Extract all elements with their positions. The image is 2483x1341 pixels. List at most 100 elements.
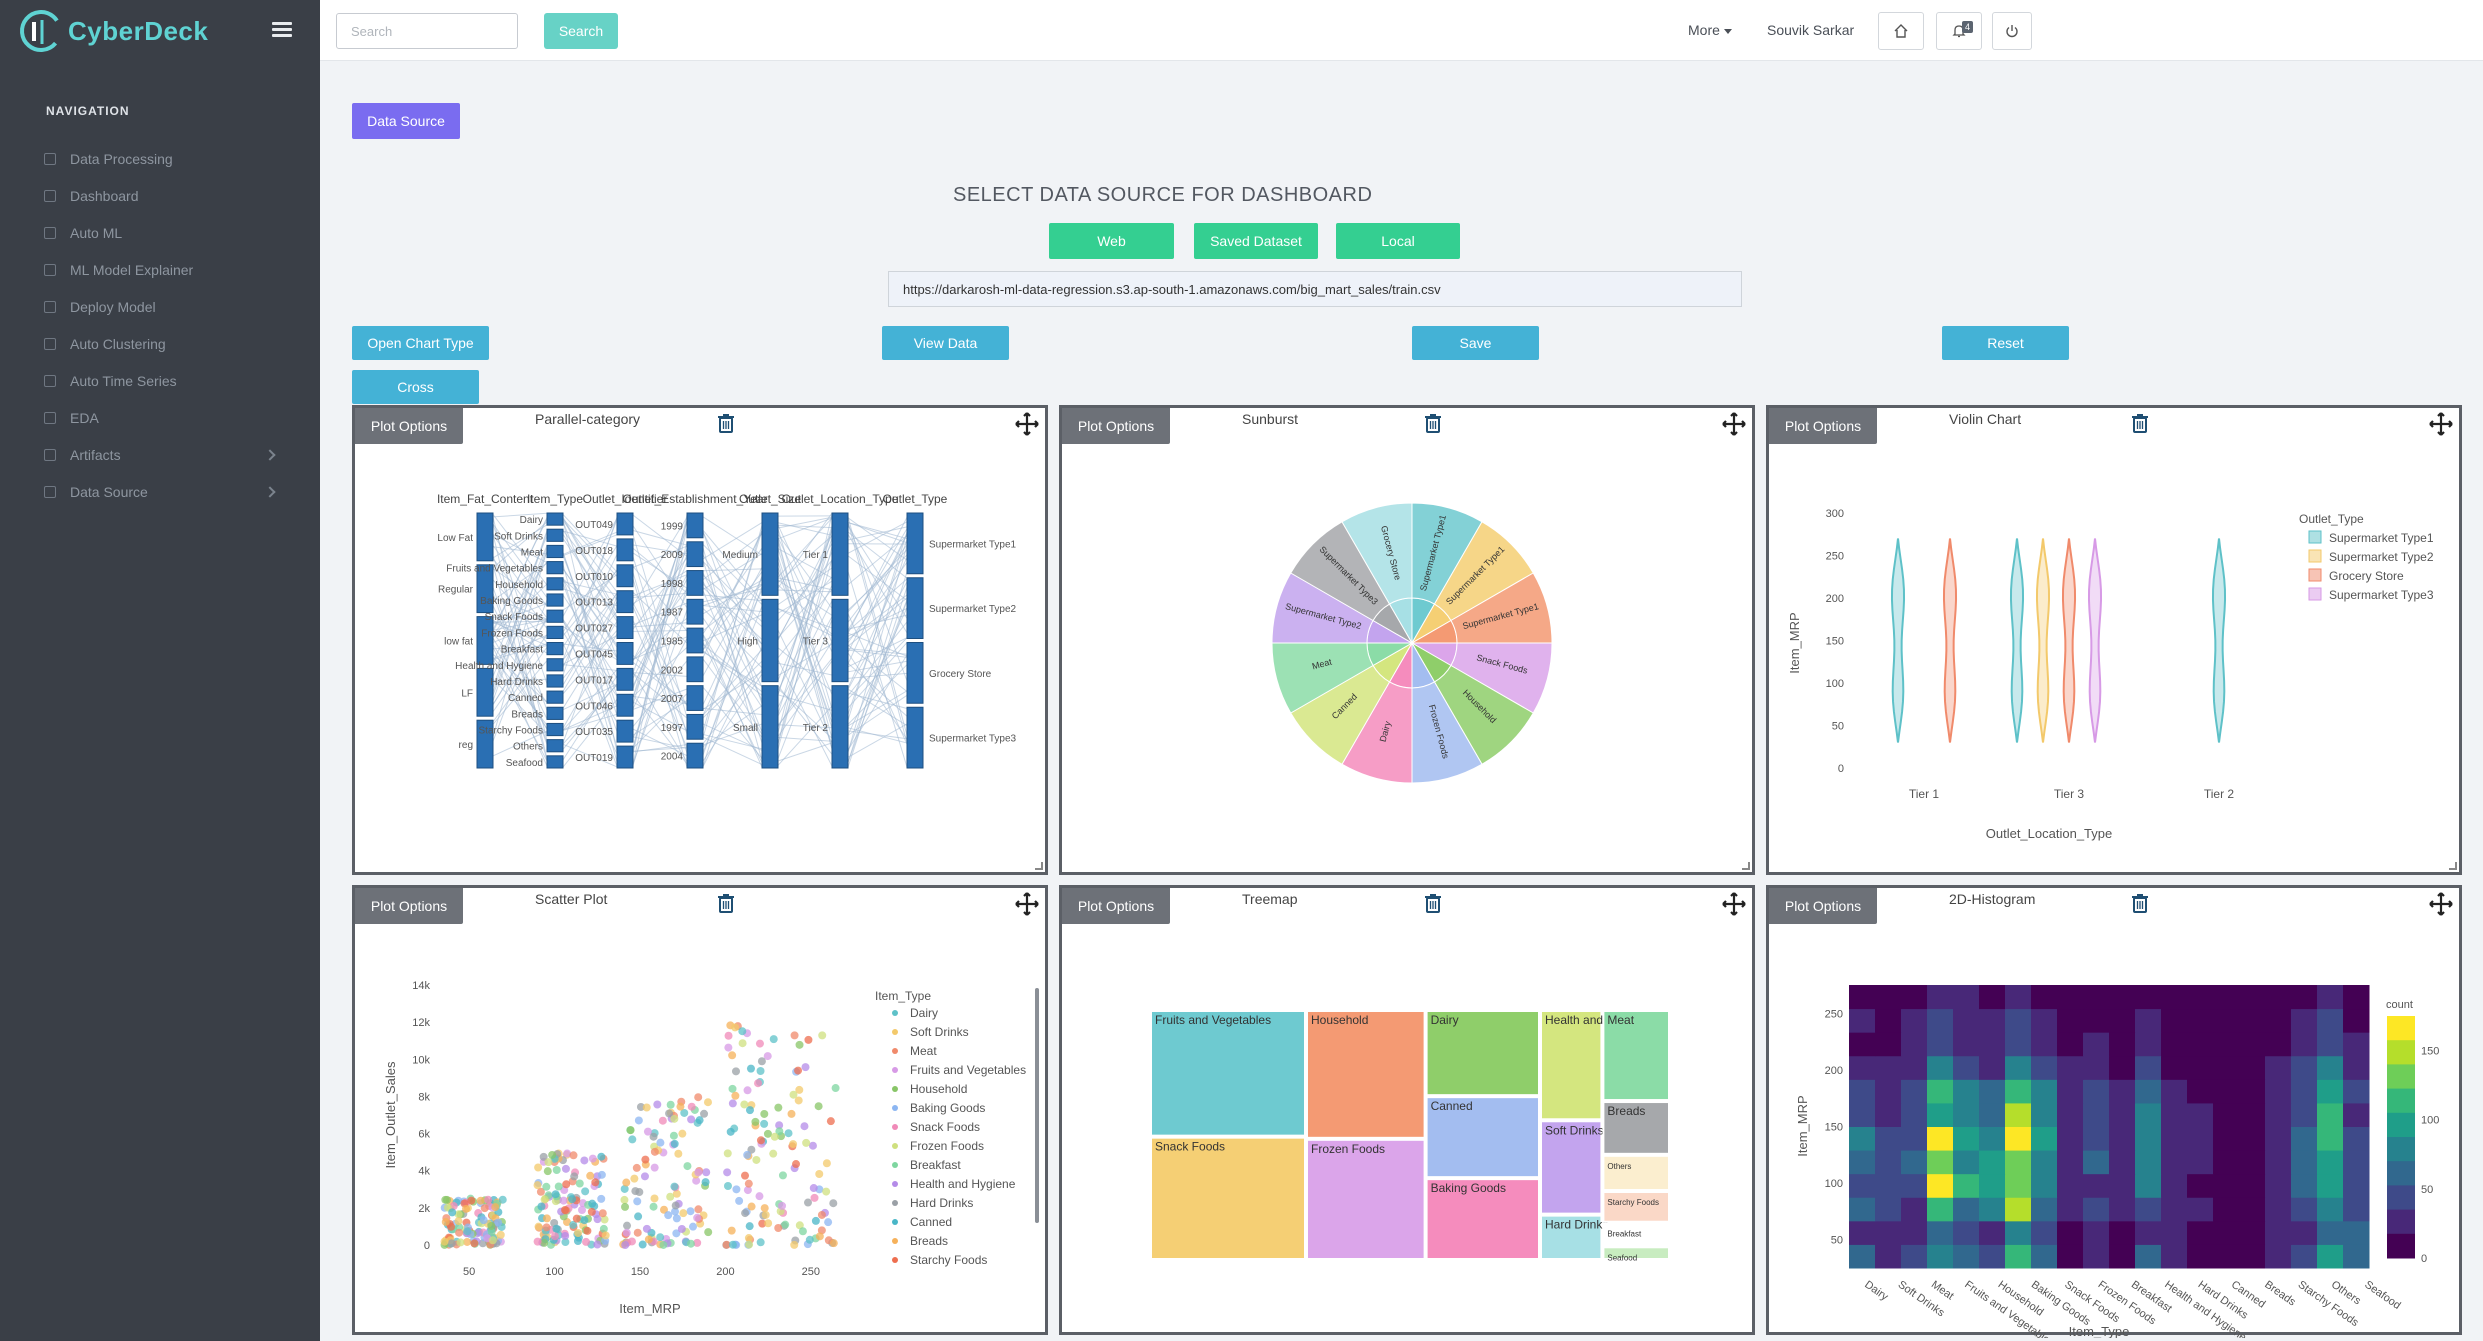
move-icon[interactable] [1015, 412, 1039, 436]
plot-options-button[interactable]: Plot Options [1062, 408, 1170, 444]
heatmap-cell [2187, 1126, 2214, 1151]
trash-icon[interactable] [2131, 893, 2149, 913]
heatmap-cell [1927, 1008, 1954, 1033]
scatter-point [722, 1240, 731, 1249]
web-source-button[interactable]: Web [1049, 223, 1174, 259]
parcats-ribbon [632, 672, 688, 763]
nav-item-deploy-model[interactable]: Deploy Model [44, 288, 294, 325]
heatmap-cell [1901, 985, 1928, 1010]
more-menu[interactable]: More [1688, 22, 1732, 38]
dimension-label: Item_Type [527, 492, 583, 506]
move-icon[interactable] [1722, 892, 1746, 916]
scatter-point [770, 1132, 779, 1141]
scatter-point [724, 1031, 733, 1040]
scatter-point [550, 1232, 559, 1241]
plot-options-button[interactable]: Plot Options [1062, 888, 1170, 924]
heatmap-cell [2031, 1197, 2058, 1222]
nav-item-dashboard[interactable]: Dashboard [44, 177, 294, 214]
scatter-point [670, 1139, 679, 1148]
legend-label: Fruits and Vegetables [910, 1063, 1026, 1077]
data-source-button[interactable]: Data Source [352, 103, 460, 139]
nav-item-data-processing[interactable]: Data Processing [44, 140, 294, 177]
nav-item-auto-ml[interactable]: Auto ML [44, 214, 294, 251]
category-label: Low Fat [437, 533, 473, 544]
nav-item-eda[interactable]: EDA [44, 399, 294, 436]
move-icon[interactable] [1015, 892, 1039, 916]
reset-button[interactable]: Reset [1942, 326, 2069, 360]
parcats-ribbon [562, 579, 618, 659]
search-button[interactable]: Search [544, 13, 618, 49]
saved-dataset-button[interactable]: Saved Dataset [1194, 223, 1318, 259]
trash-icon[interactable] [2131, 413, 2149, 433]
parcats-ribbon [562, 601, 618, 692]
plot-options-button[interactable]: Plot Options [355, 408, 463, 444]
category-label: 1985 [661, 637, 684, 648]
scatter-point [751, 1117, 760, 1126]
scatter-point [470, 1239, 479, 1248]
open-chart-type-button[interactable]: Open Chart Type [352, 326, 489, 360]
x-axis-title: Item_Type [2069, 1324, 2130, 1338]
parcats-ribbon [632, 520, 688, 705]
scatter-point [480, 1204, 489, 1213]
trash-icon[interactable] [1424, 893, 1442, 913]
treemap-label: Others [1607, 1162, 1631, 1171]
parcats-ribbon [702, 590, 763, 733]
brand[interactable]: CyberDeck [18, 8, 208, 54]
scatter-point [491, 1203, 500, 1212]
user-name[interactable]: Souvik Sarkar [1767, 22, 1855, 38]
local-source-button[interactable]: Local [1336, 223, 1460, 259]
scatter-point [700, 1109, 709, 1118]
nav-item-auto-time-series[interactable]: Auto Time Series [44, 362, 294, 399]
trash-icon[interactable] [717, 413, 735, 433]
y-tick-label: 50 [1832, 721, 1844, 733]
move-icon[interactable] [2429, 892, 2453, 916]
parcats-ribbon [492, 555, 548, 711]
nav-item-data-source[interactable]: Data Source [44, 473, 294, 510]
parcats-ribbon [492, 531, 548, 693]
heatmap-cell [2031, 985, 2058, 1010]
treemap-label: Meat [1607, 1013, 1634, 1027]
category-bar [686, 685, 704, 711]
heatmap-cell [2213, 1173, 2240, 1198]
category-label: OUT049 [575, 520, 613, 531]
menu-toggle-icon[interactable] [272, 22, 292, 38]
search-input[interactable] [336, 13, 518, 49]
url-input[interactable] [888, 271, 1742, 307]
move-icon[interactable] [1722, 412, 1746, 436]
cross-button[interactable]: Cross [352, 370, 479, 404]
view-data-button[interactable]: View Data [882, 326, 1009, 360]
legend-marker [892, 1067, 898, 1073]
resize-handle[interactable] [2449, 862, 2457, 870]
heatmap-cell [2291, 1220, 2318, 1245]
sunburst-outer-segment [1341, 502, 1413, 605]
heatmap-cell [2239, 1055, 2266, 1080]
parcats-ribbon [777, 685, 833, 755]
heatmap-cell [2187, 1008, 2214, 1033]
heatmap-cell [2005, 1126, 2032, 1151]
chevron-right-icon [264, 448, 276, 461]
heatmap-cell [2239, 1008, 2266, 1033]
heatmap-cell [2161, 1244, 2188, 1269]
resize-handle[interactable] [1742, 862, 1750, 870]
nav-item-artifacts[interactable]: Artifacts [44, 436, 294, 473]
power-button[interactable] [1992, 12, 2032, 50]
category-bar [906, 706, 924, 769]
plot-options-button[interactable]: Plot Options [1769, 408, 1877, 444]
notifications-button[interactable]: 4 [1936, 12, 1982, 50]
nav-item-auto-clustering[interactable]: Auto Clustering [44, 325, 294, 362]
treemap-label: Hard Drinks [1545, 1218, 1608, 1232]
move-icon[interactable] [2429, 412, 2453, 436]
trash-icon[interactable] [717, 893, 735, 913]
nav-item-ml-model-explainer[interactable]: ML Model Explainer [44, 251, 294, 288]
scatter-point [702, 1168, 711, 1177]
plot-options-button[interactable]: Plot Options [1769, 888, 1877, 924]
home-button[interactable] [1878, 12, 1924, 50]
scatter-point [551, 1190, 560, 1199]
plot-options-button[interactable]: Plot Options [355, 888, 463, 924]
save-button[interactable]: Save [1412, 326, 1539, 360]
parcats-ribbon [562, 568, 618, 646]
parcats-ribbon [702, 567, 763, 677]
trash-icon[interactable] [1424, 413, 1442, 433]
parcats-ribbon [777, 537, 833, 715]
resize-handle[interactable] [1035, 862, 1043, 870]
